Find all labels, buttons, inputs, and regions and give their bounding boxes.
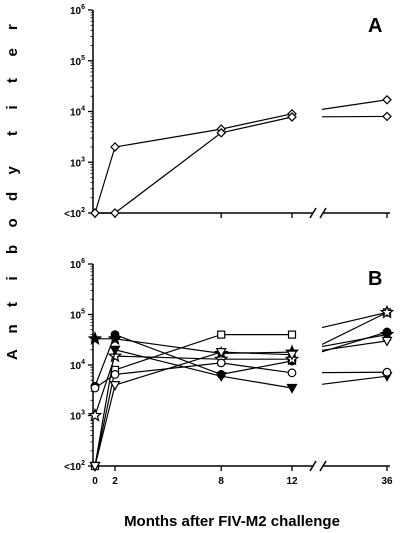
y-tick-label: 106 (70, 4, 85, 17)
triangle-down-marker (109, 380, 121, 391)
square-marker (287, 330, 297, 339)
y-tick-label-exponent: 3 (81, 410, 85, 417)
x-tick-label: 12 (286, 476, 298, 487)
diamond-marker (382, 94, 392, 105)
series-line (95, 116, 293, 214)
x-tick-label: 36 (381, 476, 393, 487)
series-line (94, 349, 293, 467)
series-line-after-break (321, 340, 388, 351)
y-tick-label: <102 (64, 207, 85, 220)
series-line-after-break (321, 311, 388, 329)
circle-marker (216, 358, 226, 368)
circle-marker (382, 367, 392, 377)
circle-marker (287, 368, 297, 378)
diamond-marker (90, 208, 100, 218)
y-tick-label-base: 10 (70, 260, 82, 271)
x-tick-label: 8 (218, 476, 224, 487)
series-line (94, 355, 292, 416)
star-marker (379, 304, 395, 319)
diamond-marker (216, 127, 227, 138)
triangle-down-marker (286, 350, 298, 361)
series-line (94, 334, 292, 467)
y-tick-label-base: <10 (64, 462, 81, 473)
y-axis-title-letter: A (4, 349, 21, 360)
series-line (94, 113, 293, 214)
series-line (95, 338, 293, 355)
y-tick-label: 105 (70, 309, 85, 322)
y-tick-label-exponent: 2 (81, 460, 85, 467)
star-marker (107, 348, 123, 363)
triangle-down-marker (215, 372, 227, 382)
axis-break-mark (309, 460, 317, 472)
y-tick-label-exponent: 5 (81, 55, 85, 62)
star-marker (107, 331, 123, 346)
y-tick-label-exponent: 2 (81, 207, 85, 214)
x-tick-label: 0 (92, 476, 98, 487)
triangle-down-marker (109, 345, 121, 356)
y-axis-title-letter: y (4, 166, 21, 175)
star-marker (87, 331, 103, 346)
panel-label: B (368, 268, 382, 290)
series-line-after-break (321, 99, 388, 110)
series-line-after-break (321, 375, 388, 385)
diamond-marker (110, 208, 120, 218)
y-axis-title-letter: i (4, 105, 21, 109)
y-tick-label-exponent: 5 (81, 309, 85, 316)
diamond-marker (382, 111, 392, 122)
y-tick-label-exponent: 4 (81, 106, 85, 113)
axis-break-mark (319, 460, 327, 472)
series-line (94, 362, 293, 389)
y-axis-title-letter: o (4, 218, 21, 227)
axis-break-mark (319, 207, 327, 219)
series-line-after-break (321, 334, 388, 348)
panel-label: A (368, 15, 382, 37)
y-tick-label-exponent: 6 (81, 4, 85, 11)
y-axis-title-letter: t (4, 302, 21, 307)
y-axis-title-letter: i (4, 276, 21, 280)
y-tick-label-base: 10 (70, 158, 82, 169)
star-marker (87, 407, 103, 422)
y-tick-label-base: 10 (70, 361, 82, 372)
x-axis-title: Months after FIV-M2 challenge (124, 513, 340, 530)
y-tick-label-base: 10 (70, 108, 82, 119)
y-axis-title-letter: e (4, 48, 21, 56)
y-axis-title-letter: t (4, 131, 21, 136)
triangle-down-marker (381, 336, 393, 347)
y-axis-title-letter: d (4, 192, 21, 201)
y-axis-title-letter: b (4, 245, 21, 254)
y-axis-title-letter: t (4, 78, 21, 83)
y-tick-label-exponent: 6 (81, 258, 85, 265)
y-tick-label: 104 (70, 106, 85, 119)
y-tick-label-base: 10 (70, 311, 82, 322)
diamond-marker (287, 112, 297, 122)
y-tick-label: 105 (70, 55, 85, 68)
axis-break-mark (309, 207, 317, 219)
triangle-down-marker (89, 461, 101, 472)
diamond-marker (110, 142, 120, 152)
triangle-down-marker (286, 383, 298, 394)
y-tick-label: 106 (70, 258, 85, 271)
y-tick-label: 103 (70, 410, 85, 423)
series-line-after-break (321, 311, 388, 345)
y-tick-label-exponent: 3 (81, 156, 85, 163)
y-tick-label-base: <10 (64, 209, 81, 220)
y-axis-title-letter: r (4, 24, 21, 30)
y-tick-label-base: 10 (70, 57, 82, 68)
y-tick-label: 103 (70, 156, 85, 169)
square-marker (217, 330, 226, 339)
y-tick-label-exponent: 4 (81, 359, 85, 366)
y-tick-label-base: 10 (70, 412, 82, 423)
circle-marker (90, 383, 100, 393)
x-tick-label: 2 (112, 476, 118, 487)
triangle-down-marker (215, 348, 227, 358)
y-tick-label-base: 10 (70, 6, 82, 17)
circle-marker (110, 370, 120, 379)
y-tick-label: 104 (70, 359, 85, 372)
y-axis-title: An t i b o d y t i t e r (4, 24, 21, 360)
y-axis-title-letter: n (4, 324, 21, 333)
y-tick-label: <102 (64, 460, 85, 473)
